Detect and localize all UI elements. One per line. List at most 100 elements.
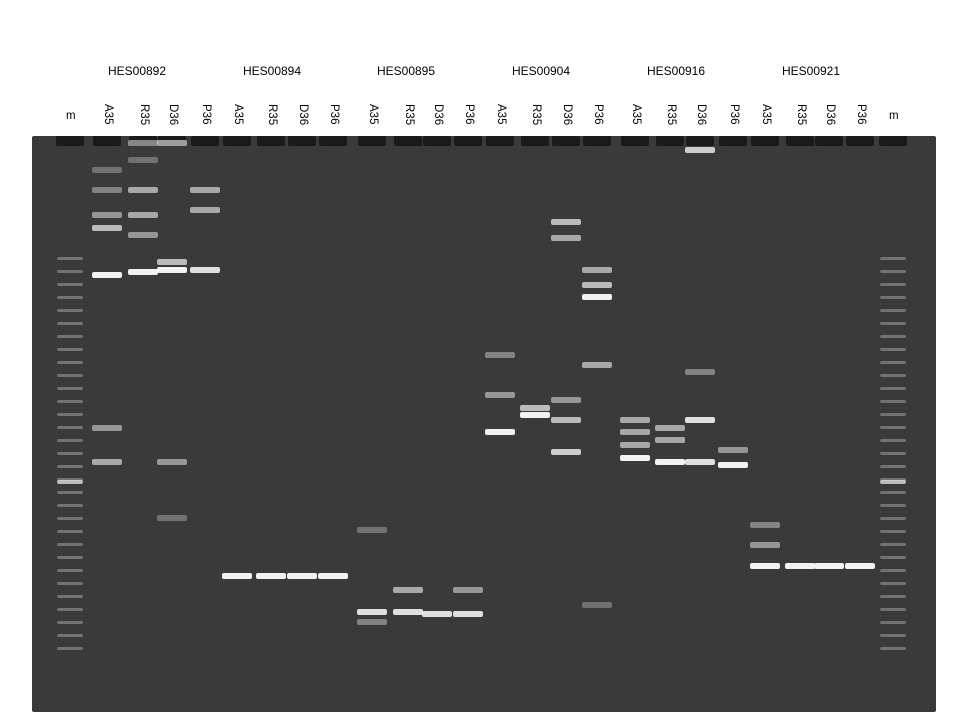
well (93, 136, 121, 146)
lane-label: A35 (367, 104, 379, 125)
ladder-band (880, 491, 906, 494)
ladder-band (57, 361, 83, 364)
band (620, 417, 650, 423)
lane-label: P36 (728, 104, 740, 125)
band (750, 563, 780, 569)
band (485, 352, 515, 358)
ladder-band (880, 335, 906, 338)
ladder-band (57, 556, 83, 559)
band (128, 212, 158, 218)
band (422, 611, 452, 617)
band (582, 602, 612, 608)
band (92, 459, 122, 465)
ladder-band (880, 595, 906, 598)
ladder-band (880, 309, 906, 312)
band (222, 573, 252, 579)
well (786, 136, 814, 146)
well (521, 136, 549, 146)
band (685, 369, 715, 375)
ladder-band (880, 556, 906, 559)
ladder-band (57, 296, 83, 299)
ladder-band (57, 517, 83, 520)
group-label: HES00921 (781, 64, 841, 78)
band (582, 362, 612, 368)
ladder-band (880, 634, 906, 637)
lane-label: A35 (232, 104, 244, 125)
well (423, 136, 451, 146)
band (128, 157, 158, 163)
lane-label: A35 (495, 104, 507, 125)
ladder-band (57, 634, 83, 637)
lane-label: D36 (167, 104, 179, 126)
lane-label: A35 (102, 104, 114, 125)
ladder-band (880, 647, 906, 650)
well (288, 136, 316, 146)
band (157, 515, 187, 521)
well (686, 136, 714, 146)
ladder-band (57, 647, 83, 650)
band (92, 167, 122, 173)
well (257, 136, 285, 146)
band (256, 573, 286, 579)
lane-label: R35 (795, 104, 807, 126)
ladder-band (880, 400, 906, 403)
band (157, 259, 187, 265)
lane-label: R35 (138, 104, 150, 126)
band (551, 417, 581, 423)
ladder-band (57, 400, 83, 403)
ladder-band (880, 608, 906, 611)
band (92, 272, 122, 278)
band (128, 187, 158, 193)
band (551, 397, 581, 403)
ladder-band (57, 374, 83, 377)
band (685, 417, 715, 423)
band (157, 140, 187, 146)
band (845, 563, 875, 569)
lane-label: D36 (297, 104, 309, 126)
gel-background (32, 136, 936, 712)
ladder-band (880, 348, 906, 351)
ladder-band (880, 387, 906, 390)
band (520, 412, 550, 418)
band (551, 219, 581, 225)
band (485, 429, 515, 435)
ladder-band (57, 465, 83, 468)
band (685, 147, 715, 153)
lane-label: D36 (432, 104, 444, 126)
ladder-band (57, 348, 83, 351)
band (718, 447, 748, 453)
ladder-band (57, 452, 83, 455)
ladder-band (880, 465, 906, 468)
ladder-band (57, 439, 83, 442)
ladder-band (57, 309, 83, 312)
well (454, 136, 482, 146)
ladder-band (880, 270, 906, 273)
band (620, 442, 650, 448)
group-label: HES00916 (646, 64, 706, 78)
ladder-band (57, 480, 83, 484)
band (357, 619, 387, 625)
lane-label: R35 (403, 104, 415, 126)
lane-label: P36 (328, 104, 340, 125)
ladder-band (57, 595, 83, 598)
ladder-band (880, 452, 906, 455)
lane-label: R35 (266, 104, 278, 126)
band (814, 563, 844, 569)
band (582, 294, 612, 300)
ladder-band (880, 296, 906, 299)
ladder-band (880, 413, 906, 416)
ladder-band (880, 569, 906, 572)
well (394, 136, 422, 146)
well (583, 136, 611, 146)
lane-label: P36 (592, 104, 604, 125)
band (750, 522, 780, 528)
band (520, 405, 550, 411)
band (485, 392, 515, 398)
band (357, 609, 387, 615)
ladder-band (880, 257, 906, 260)
well (751, 136, 779, 146)
ladder-band (57, 270, 83, 273)
band (92, 225, 122, 231)
band (582, 267, 612, 273)
well (191, 136, 219, 146)
